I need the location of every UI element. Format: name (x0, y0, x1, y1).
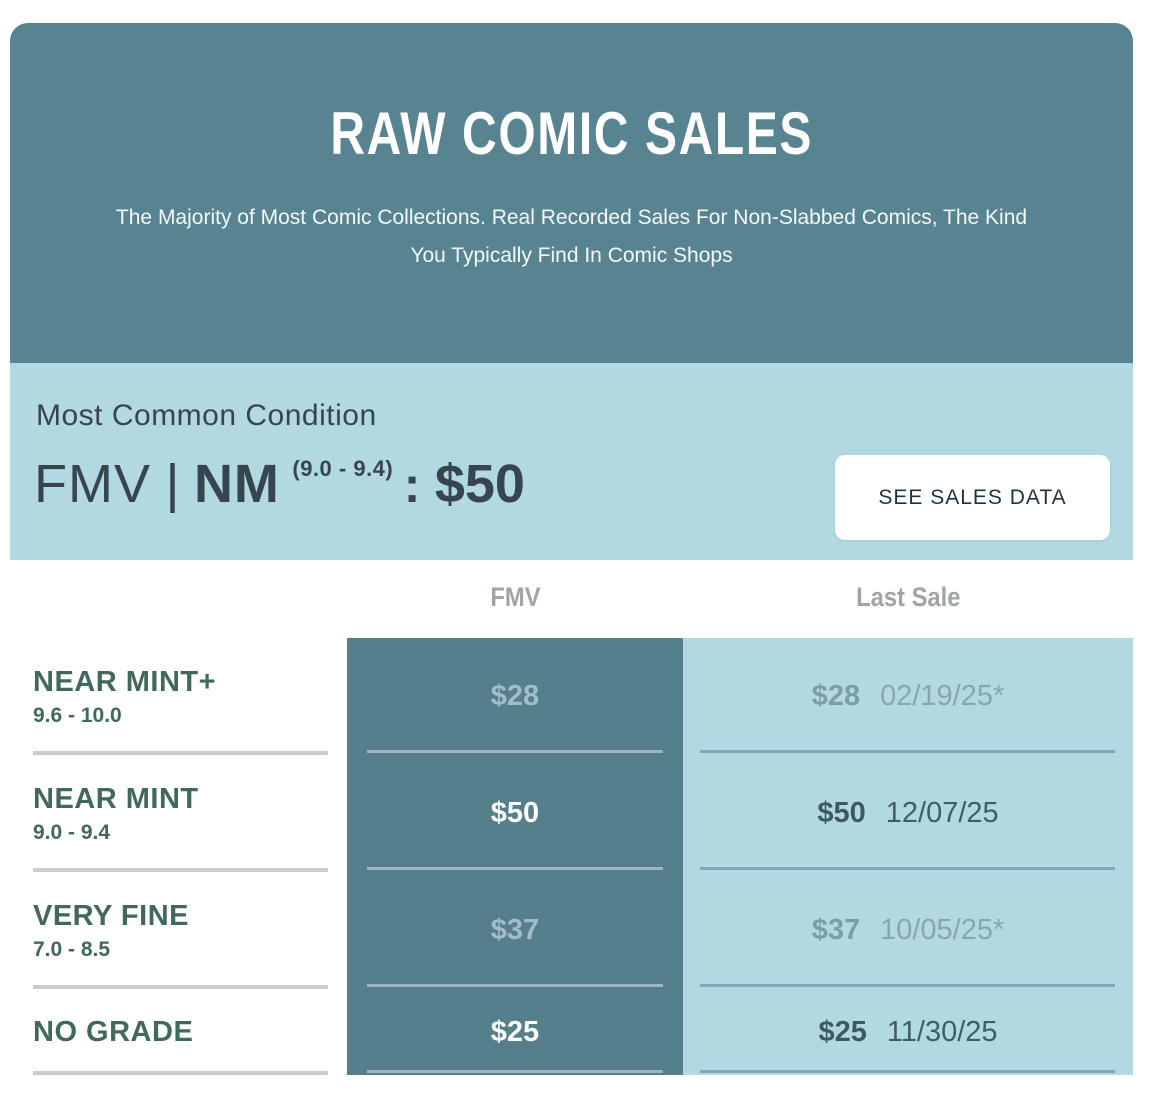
fmv-cell: $28 (347, 638, 683, 755)
row-divider (33, 751, 328, 755)
header-subtitle-line2: You Typically Find In Comic Shops (410, 244, 733, 267)
table-row: VERY FINE 7.0 - 8.5 $37 $37 10/05/25* (10, 872, 1133, 989)
section-label: Most Common Condition (36, 399, 377, 432)
last-sale-price: $28 (811, 680, 861, 712)
fmv-summary-line: FMV | NM (9.0 - 9.4) : $50 (34, 453, 525, 515)
last-sale-cell: $28 02/19/25* (683, 638, 1133, 755)
grade-abbr: NM (193, 454, 280, 514)
row-divider (700, 984, 1115, 987)
see-sales-data-button[interactable]: SEE SALES DATA (835, 455, 1110, 540)
row-divider (700, 1070, 1115, 1073)
raw-comic-sales-card: RAW COMIC SALES The Majority of Most Com… (10, 23, 1133, 1075)
fmv-cell: $37 (347, 872, 683, 989)
most-common-condition-band: Most Common Condition FMV | NM (9.0 - 9.… (10, 363, 1133, 560)
grade-range: 9.0 - 9.4 (33, 820, 111, 844)
row-divider (33, 1071, 328, 1075)
hero-header: RAW COMIC SALES The Majority of Most Com… (10, 23, 1133, 363)
last-sale-date: 12/07/25 (885, 797, 999, 829)
header-subtitle-line1: The Majority of Most Comic Collections. … (115, 206, 1028, 229)
fmv-cell: $25 (347, 989, 683, 1075)
last-sale-cell: $50 12/07/25 (683, 755, 1133, 872)
grade-cell: NEAR MINT+ 9.6 - 10.0 (33, 638, 328, 755)
page-title-text: RAW COMIC SALES (330, 100, 813, 167)
grade-range: 9.6 - 10.0 (33, 703, 122, 727)
grade-label: VERY FINE (33, 899, 189, 932)
grade-range-superscript: (9.0 - 9.4) (292, 456, 394, 481)
fmv-label: FMV (34, 454, 151, 514)
last-sale-column-background (683, 638, 1133, 1075)
last-sale-column-header: Last Sale (855, 582, 961, 612)
fmv-value: $37 (490, 914, 540, 946)
last-sale-price: $37 (811, 914, 861, 946)
grade-range: 7.0 - 8.5 (33, 937, 111, 961)
last-sale-date: 11/30/25 (886, 1015, 998, 1048)
last-sale-date: 02/19/25* (880, 680, 1005, 712)
pipe-separator: | (165, 454, 180, 514)
row-divider (367, 984, 663, 987)
page-title: RAW COMIC SALES (10, 99, 1133, 168)
fmv-value: $25 (490, 1015, 540, 1048)
fmv-column-header: FMV (489, 582, 541, 612)
fmv-price: $50 (434, 454, 525, 514)
last-sale-cell: $25 11/30/25 (683, 989, 1133, 1075)
row-divider (367, 1070, 663, 1073)
fmv-value: $50 (490, 797, 540, 829)
grade-cell: NO GRADE (33, 989, 328, 1075)
row-divider (700, 867, 1115, 870)
row-divider (33, 985, 328, 989)
grade-cell: NEAR MINT 9.0 - 9.4 (33, 755, 328, 872)
table-row: NEAR MINT 9.0 - 9.4 $50 $50 12/07/25 (10, 755, 1133, 872)
last-sale-price: $50 (817, 797, 866, 829)
colon: : (403, 457, 421, 513)
last-sale-cell: $37 10/05/25* (683, 872, 1133, 989)
row-divider (367, 867, 663, 870)
table-row: NO GRADE $25 $25 11/30/25 (10, 989, 1133, 1075)
last-sale-price: $25 (818, 1015, 867, 1048)
header-subtitle: The Majority of Most Comic Collections. … (57, 199, 1087, 275)
row-divider (700, 750, 1115, 753)
grade-cell: VERY FINE 7.0 - 8.5 (33, 872, 328, 989)
fmv-value: $28 (490, 680, 540, 712)
row-divider (33, 868, 328, 872)
table-row: NEAR MINT+ 9.6 - 10.0 $28 $28 02/19/25* (10, 638, 1133, 755)
grade-label: NEAR MINT (33, 782, 199, 815)
last-sale-date: 10/05/25* (880, 914, 1005, 946)
grade-label: NEAR MINT+ (33, 665, 217, 698)
fmv-cell: $50 (347, 755, 683, 872)
fmv-column-background (347, 638, 683, 1075)
row-divider (367, 750, 663, 753)
grade-label: NO GRADE (33, 1015, 194, 1048)
grade-price-table: FMV Last Sale NEAR MINT+ 9.6 - 10.0 $28 … (10, 560, 1133, 1075)
